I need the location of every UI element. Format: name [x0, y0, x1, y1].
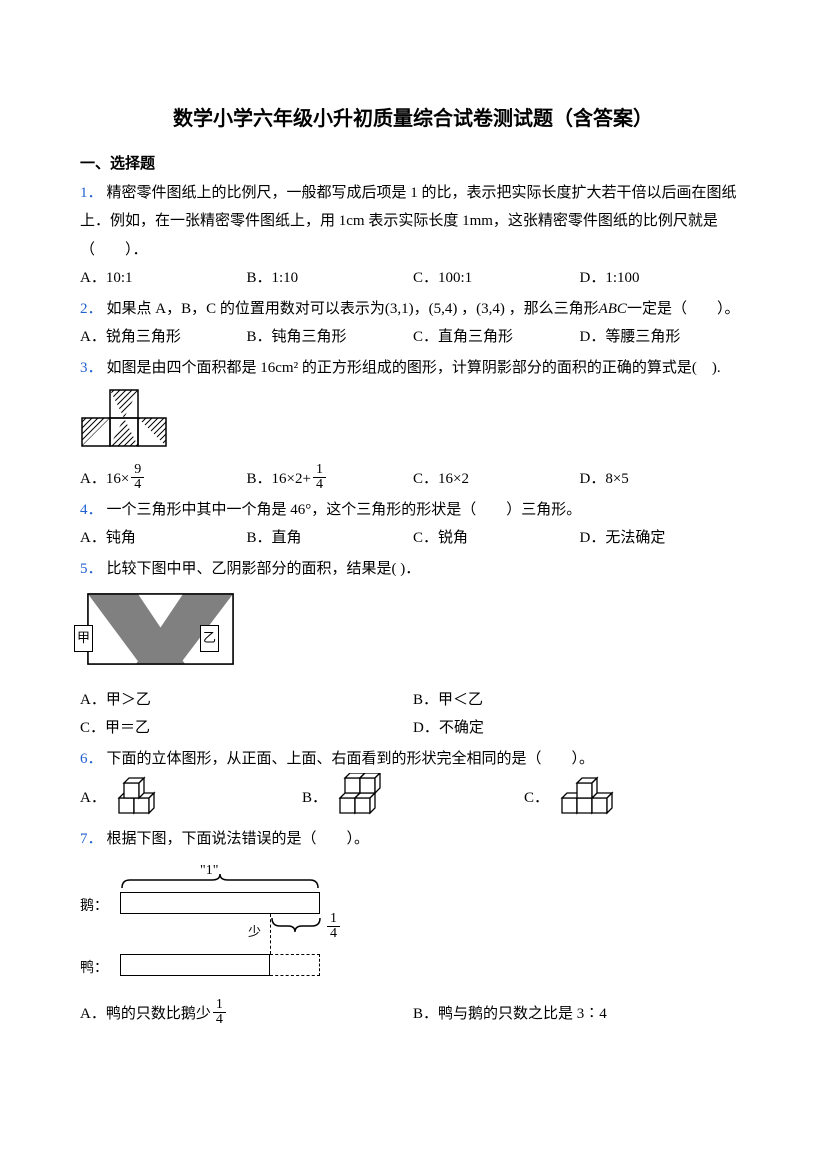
q4-optA: A．钝角	[80, 524, 247, 553]
q1-optA: A．10:1	[80, 264, 247, 293]
q7-less-frac: 14	[327, 912, 340, 941]
q3-optC: C．16×2	[413, 465, 580, 494]
q7-goose-label: 鹅：	[80, 894, 108, 921]
q7-optB: B．鸭与鹅的只数之比是 3∶4	[413, 1000, 746, 1029]
q6-text: 下面的立体图形，从正面、上面、右面看到的形状完全相同的是（ ）。	[107, 751, 595, 767]
q3-optA: A．16×94	[80, 465, 247, 494]
question-2: 2．如果点 A，B，C 的位置用数对可以表示为(3,1)，(5,4) ，(3,4…	[80, 295, 746, 352]
q5-label-jia: 甲	[74, 625, 93, 652]
question-5: 5．比较下图中甲、乙阴影部分的面积，结果是( )． 甲 乙 A．甲＞乙 B．甲＜…	[80, 555, 746, 743]
q7-duck-label: 鸭：	[80, 956, 108, 983]
q5-options: A．甲＞乙 B．甲＜乙 C．甲＝乙 D．不确定	[80, 686, 746, 743]
q6-num: 6．	[80, 751, 103, 767]
q1-optB: B．1:10	[247, 264, 414, 293]
q5-optC: C．甲＝乙	[80, 714, 413, 743]
q1-options: A．10:1 B．1:10 C．100:1 D．1:100	[80, 264, 746, 293]
q1-num: 1．	[80, 185, 103, 201]
q5-label-yi: 乙	[200, 625, 219, 652]
q3-optB: B．16×2+14	[247, 465, 414, 494]
cube-figure-b	[335, 773, 395, 823]
q3-text: 如图是由四个面积都是 16cm² 的正方形组成的图形，计算阴影部分的面积的正确的…	[107, 360, 721, 376]
q5-optA: A．甲＞乙	[80, 686, 413, 715]
q3-options: A．16×94 B．16×2+14 C．16×2 D．8×5	[80, 465, 746, 494]
q4-optD: D．无法确定	[580, 524, 747, 553]
q3-num: 3．	[80, 360, 103, 376]
q4-optB: B．直角	[247, 524, 414, 553]
q5-num: 5．	[80, 561, 103, 577]
q5-text: 比较下图中甲、乙阴影部分的面积，结果是( )．	[107, 561, 421, 577]
cube-figure-c	[557, 773, 622, 823]
q5-optD: D．不确定	[413, 714, 746, 743]
q7-figure: "1" 鹅： 少 14 鸭：	[80, 864, 340, 994]
q2-optC: C．直角三角形	[413, 323, 580, 352]
question-3: 3．如图是由四个面积都是 16cm² 的正方形组成的图形，计算阴影部分的面积的正…	[80, 354, 746, 494]
q2-num: 2．	[80, 301, 103, 317]
q7-text: 根据下图，下面说法错误的是（ ）。	[107, 831, 370, 847]
q4-options: A．钝角 B．直角 C．锐角 D．无法确定	[80, 524, 746, 553]
q2-optD: D．等腰三角形	[580, 323, 747, 352]
q3-optD: D．8×5	[580, 465, 747, 494]
q5-figure: 甲 乙	[80, 589, 746, 680]
q7-num: 7．	[80, 831, 103, 847]
q1-optD: D．1:100	[580, 264, 747, 293]
q2-optA: A．锐角三角形	[80, 323, 247, 352]
question-4: 4．一个三角形中其中一个角是 46°，这个三角形的形状是（ ）三角形。 A．钝角…	[80, 496, 746, 553]
q2-text-b: 一定是（ ）。	[627, 301, 740, 317]
q5-optB: B．甲＜乙	[413, 686, 746, 715]
q7-less-label: 少	[248, 920, 261, 945]
section-heading: 一、选择题	[80, 150, 746, 179]
q6-options: A． B． C．	[80, 773, 746, 823]
q6-optC: C．	[524, 773, 746, 823]
q1-optC: C．100:1	[413, 264, 580, 293]
cube-figure-a	[114, 773, 174, 823]
q2-options: A．锐角三角形 B．钝角三角形 C．直角三角形 D．等腰三角形	[80, 323, 746, 352]
q2-text-a: 如果点 A，B，C 的位置用数对可以表示为(3,1)，(5,4) ，(3,4) …	[107, 301, 599, 317]
q7-options: A．鸭的只数比鹅少14 B．鸭与鹅的只数之比是 3∶4	[80, 1000, 746, 1029]
question-1: 1．精密零件图纸上的比例尺，一般都写成后项是 1 的比，表示把实际长度扩大若干倍…	[80, 179, 746, 293]
q7-optA: A．鸭的只数比鹅少14	[80, 1000, 413, 1029]
q2-abc: ABC	[599, 301, 627, 317]
q6-optA: A．	[80, 773, 302, 823]
q1-text: 精密零件图纸上的比例尺，一般都写成后项是 1 的比，表示把实际长度扩大若干倍以后…	[80, 185, 737, 258]
page-title: 数学小学六年级小升初质量综合试卷测试题（含答案）	[80, 100, 746, 138]
question-6: 6．下面的立体图形，从正面、上面、右面看到的形状完全相同的是（ ）。 A． B．	[80, 745, 746, 824]
q2-optB: B．钝角三角形	[247, 323, 414, 352]
question-7: 7．根据下图，下面说法错误的是（ ）。 "1" 鹅： 少 14 鸭： A．鸭的只…	[80, 825, 746, 1029]
q4-num: 4．	[80, 502, 103, 518]
q3-figure	[80, 388, 746, 459]
q6-optB: B．	[302, 773, 524, 823]
q4-optC: C．锐角	[413, 524, 580, 553]
q4-text: 一个三角形中其中一个角是 46°，这个三角形的形状是（ ）三角形。	[107, 502, 582, 518]
